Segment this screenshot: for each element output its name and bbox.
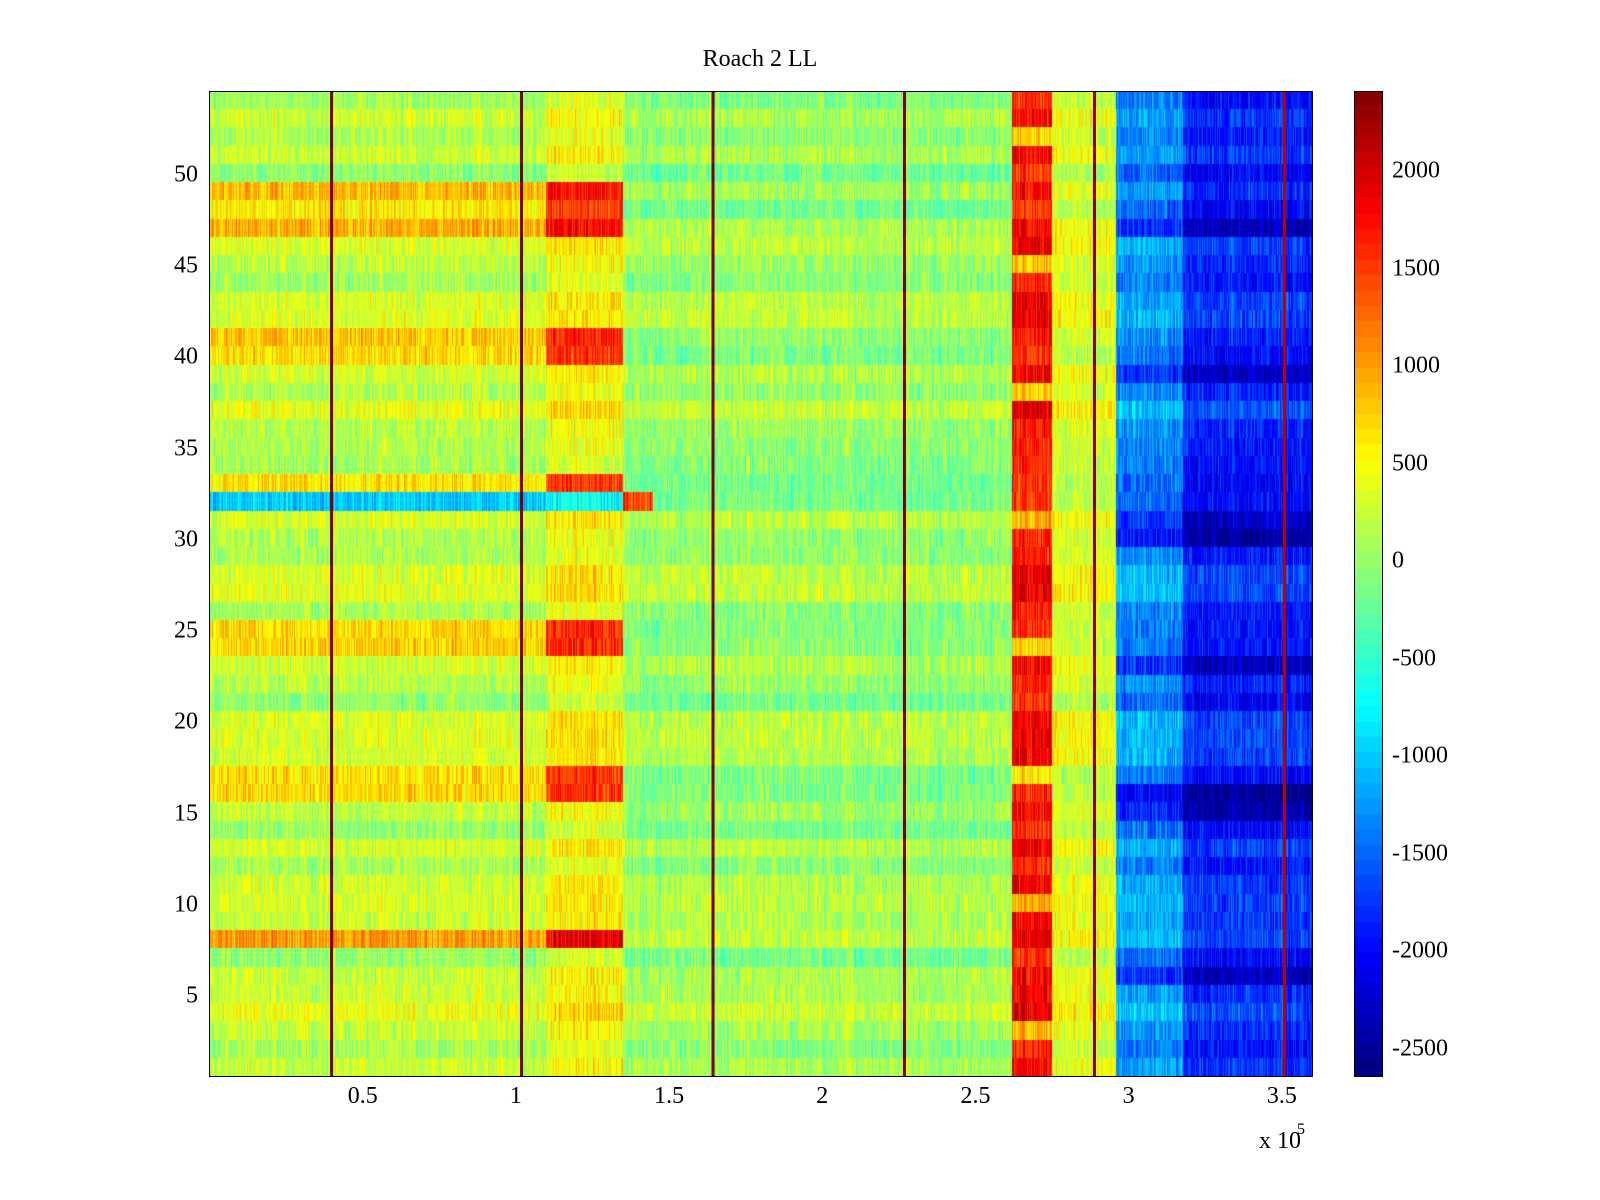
x-tick-label: 3 (1123, 1083, 1135, 1109)
colorbar-tick-label: -2500 (1392, 1036, 1448, 1062)
colorbar-tick-label: 500 (1392, 451, 1428, 477)
y-tick-label: 25 (174, 618, 198, 644)
y-tick-label: 15 (174, 801, 198, 827)
colorbar-tick-label: 0 (1392, 548, 1404, 574)
colorbar-axis: 2000 1500 1000 500 0 -500 -1000 -1500 -2000 -2500 (1354, 158, 1448, 1062)
chart-title: Roach 2 LL (703, 46, 818, 72)
y-tick-label: 35 (174, 436, 198, 462)
x-tick-label: 2.5 (960, 1083, 990, 1109)
colorbar-tick-label: -500 (1392, 646, 1436, 672)
y-tick-label: 5 (186, 983, 198, 1009)
y-tick-label: 10 (174, 892, 198, 918)
y-tick-label: 50 (174, 162, 198, 188)
x-tick-label: 1 (510, 1083, 522, 1109)
colorbar-tick-label: 2000 (1392, 158, 1440, 184)
colorbar-tick-label: 1000 (1392, 353, 1440, 379)
colorbar-tick-label: -2000 (1392, 938, 1448, 964)
x-multiplier-exponent: 5 (1297, 1121, 1305, 1138)
colorbar-tick-label: 1500 (1392, 256, 1440, 282)
colorbar-tick-label: -1000 (1392, 743, 1448, 769)
colorbar-tick-label: -1500 (1392, 841, 1448, 867)
colorbar (1354, 91, 1382, 1076)
x-tick-label: 3.5 (1267, 1083, 1297, 1109)
x-multiplier-label: x 10 (1259, 1128, 1301, 1154)
x-tick-label: 1.5 (654, 1083, 684, 1109)
y-tick-label: 45 (174, 253, 198, 279)
y-tick-label: 30 (174, 527, 198, 553)
heatmap-image (209, 91, 1312, 1076)
y-tick-label: 20 (174, 709, 198, 735)
x-tick-label: 2 (816, 1083, 828, 1109)
y-tick-label: 40 (174, 344, 198, 370)
x-tick-label: 0.5 (348, 1083, 378, 1109)
